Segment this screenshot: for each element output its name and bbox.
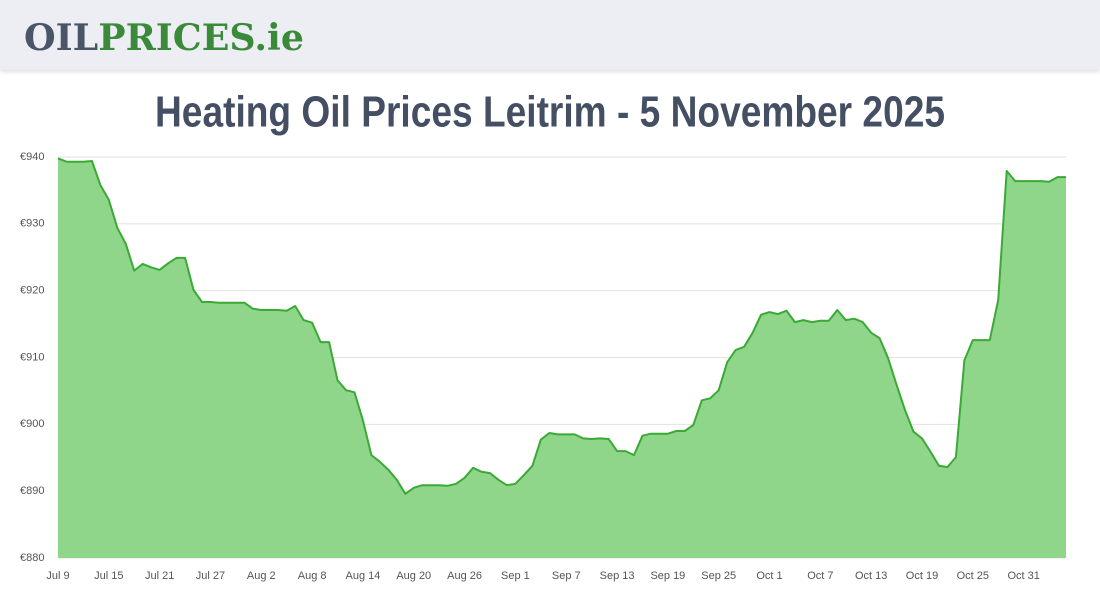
x-tick-label: Sep 25	[701, 570, 736, 582]
x-tick-label: Sep 13	[600, 570, 635, 582]
y-tick-label: €890	[20, 485, 44, 497]
logo-part: PRICES.ie	[98, 17, 304, 59]
y-tick-label: €930	[20, 218, 44, 230]
x-tick-label: Jul 15	[94, 570, 123, 582]
x-tick-label: Jul 9	[46, 570, 69, 582]
x-tick-label: Oct 1	[756, 570, 782, 582]
y-tick-label: €900	[20, 418, 44, 430]
y-tick-label: €880	[20, 552, 44, 564]
x-tick-label: Oct 13	[855, 570, 887, 582]
x-tick-label: Aug 14	[346, 570, 381, 582]
y-tick-label: €940	[20, 151, 44, 163]
x-tick-label: Sep 7	[552, 570, 581, 582]
logo-part: OIL	[24, 17, 98, 59]
y-tick-label: €910	[20, 351, 44, 363]
chart-title: Heating Oil Prices Leitrim - 5 November …	[155, 88, 945, 137]
logo[interactable]: OILPRICES.ie	[24, 17, 304, 59]
x-tick-label: Sep 19	[650, 570, 685, 582]
x-tick-label: Oct 19	[906, 570, 938, 582]
header-bar	[0, 0, 1100, 70]
x-tick-label: Oct 7	[807, 570, 833, 582]
x-tick-label: Aug 2	[247, 570, 276, 582]
x-tick-label: Jul 21	[145, 570, 174, 582]
x-tick-label: Aug 26	[447, 570, 482, 582]
x-tick-label: Sep 1	[501, 570, 530, 582]
area	[58, 158, 1066, 559]
x-tick-label: Aug 8	[298, 570, 327, 582]
y-tick-label: €920	[20, 285, 44, 297]
x-tick-label: Oct 31	[1007, 570, 1039, 582]
x-tick-label: Jul 27	[196, 570, 225, 582]
line	[57, 157, 1066, 495]
x-tick-label: Oct 25	[957, 570, 989, 582]
x-tick-label: Aug 20	[396, 570, 431, 582]
